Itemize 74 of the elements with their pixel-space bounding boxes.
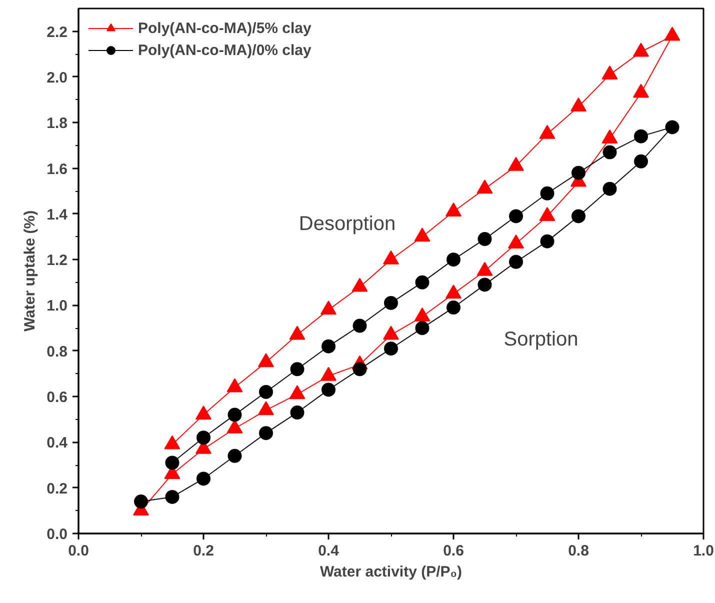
point	[414, 228, 430, 242]
point	[352, 318, 367, 333]
point	[259, 384, 273, 399]
point	[384, 296, 398, 310]
point	[539, 207, 556, 222]
point	[540, 186, 554, 200]
y-tick-label: 2.2	[46, 24, 68, 41]
point	[165, 490, 180, 504]
y-tick-label: 1.4	[46, 206, 68, 224]
point	[602, 145, 617, 160]
point	[633, 84, 649, 98]
point	[602, 182, 617, 196]
annotation: Desorption	[298, 212, 396, 235]
point	[509, 254, 523, 269]
point	[572, 209, 586, 224]
point	[539, 124, 556, 139]
y-tick-label: 0.0	[46, 526, 68, 543]
point	[446, 252, 460, 267]
legend-label: Poly(AN-co-MA)/0% clay	[138, 42, 312, 58]
point	[415, 321, 430, 336]
y-tick-label: 1.0	[46, 298, 68, 315]
point	[290, 362, 304, 376]
point	[196, 472, 210, 486]
y-tick-label: 0.4	[46, 434, 68, 452]
annotation: Sorption	[504, 328, 578, 350]
point	[478, 278, 492, 292]
point	[509, 209, 523, 224]
x-tick-label: 0.2	[193, 542, 214, 560]
point	[383, 250, 399, 264]
point	[508, 234, 524, 248]
point	[352, 362, 367, 376]
point	[570, 97, 586, 112]
point	[664, 26, 680, 41]
point	[259, 426, 273, 440]
point	[540, 234, 554, 248]
y-tick-label: 0.2	[46, 480, 68, 498]
point	[478, 232, 492, 246]
point	[634, 129, 648, 144]
point	[384, 342, 398, 356]
y-tick-label: 2.0	[46, 69, 68, 86]
y-tick-label: 1.2	[46, 252, 68, 270]
y-tick-label: 0.6	[46, 389, 68, 406]
x-axis-title: Water activity (P/P₀)	[320, 564, 462, 580]
point	[602, 129, 618, 144]
point	[322, 382, 336, 397]
point	[476, 262, 493, 276]
point	[134, 494, 148, 509]
y-axis-title: Water uptake (%)	[22, 210, 39, 332]
point	[633, 42, 649, 57]
point	[322, 339, 336, 354]
point	[290, 406, 304, 420]
point	[415, 275, 430, 290]
x-tick-label: 0.6	[443, 542, 464, 560]
x-tick-label: 0.0	[68, 542, 89, 560]
point	[572, 166, 586, 180]
point	[508, 156, 524, 171]
y-tick-label: 1.6	[46, 160, 68, 178]
point	[634, 154, 648, 168]
point	[196, 430, 210, 445]
x-tick-label: 1.0	[693, 542, 714, 560]
x-tick-label: 0.8	[568, 542, 589, 560]
y-tick-label: 0.8	[46, 343, 68, 360]
point	[228, 408, 242, 422]
point	[228, 448, 242, 463]
legend-label: Poly(AN-co-MA)/5% clay	[138, 20, 312, 36]
point	[476, 180, 493, 194]
x-tick-label: 0.4	[318, 542, 340, 560]
y-tick-label: 1.8	[46, 115, 68, 132]
point	[602, 66, 618, 80]
point	[446, 202, 462, 216]
point	[446, 300, 460, 315]
point	[446, 284, 462, 299]
point	[320, 300, 336, 315]
point	[165, 456, 180, 470]
